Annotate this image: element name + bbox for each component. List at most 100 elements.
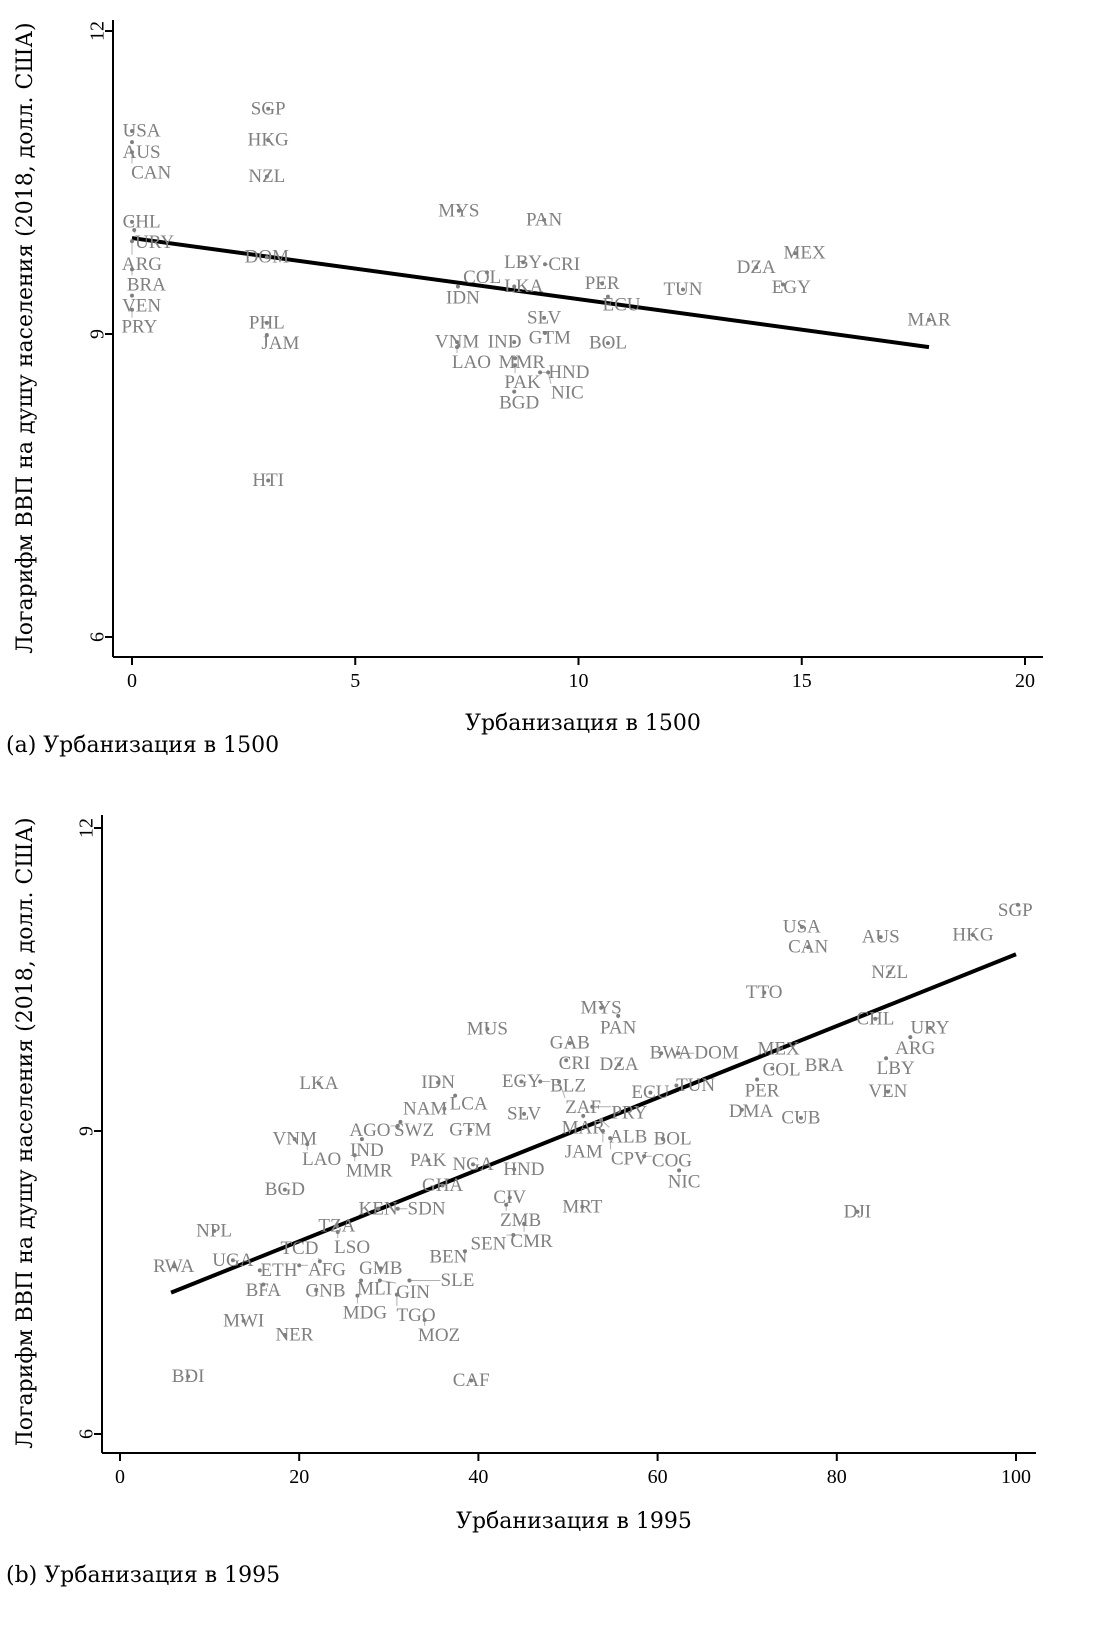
point-label-MLI: MLI	[357, 1278, 392, 1299]
point-label-LAO: LAO	[302, 1149, 341, 1170]
point-label-CHL: CHL	[856, 1008, 894, 1029]
point-marker	[130, 150, 134, 155]
point-label-SDN: SDN	[408, 1198, 446, 1219]
point-label-AUS: AUS	[123, 142, 161, 163]
point-marker	[970, 933, 975, 938]
point-label-BGD: BGD	[499, 393, 539, 414]
x-tick-label: 5	[350, 670, 360, 692]
point-label-JAM: JAM	[565, 1141, 603, 1162]
point-label-TZA: TZA	[318, 1215, 355, 1236]
point-label-ARG: ARG	[122, 254, 162, 275]
point-label-CAN: CAN	[788, 937, 828, 958]
y-axis-label: Логарифм ВВП на душу населения (2018, до…	[13, 817, 38, 1448]
x-tick-label: 40	[468, 1466, 488, 1488]
point-marker	[793, 251, 798, 256]
point-marker	[887, 970, 892, 975]
point-label-IDN: IDN	[421, 1072, 455, 1093]
point-label-GNB: GNB	[305, 1281, 345, 1302]
point-marker	[600, 281, 605, 286]
point-label-NZL: NZL	[248, 166, 285, 187]
point-marker	[567, 1041, 572, 1046]
point-label-CHL: CHL	[123, 211, 161, 232]
point-marker	[885, 1089, 890, 1094]
point-marker	[542, 217, 547, 222]
point-marker	[522, 1111, 527, 1116]
point-label-USA: USA	[783, 916, 821, 937]
point-label-URY: URY	[135, 232, 174, 253]
point-label-MMR: MMR	[346, 1160, 393, 1181]
point-label-CPV: CPV	[611, 1148, 648, 1169]
x-tick-label: 80	[827, 1466, 847, 1488]
point-marker	[519, 1079, 524, 1084]
point-label-NER: NER	[275, 1325, 313, 1346]
point-label-BRA: BRA	[805, 1055, 844, 1076]
point-marker	[316, 1081, 321, 1086]
point-label-SGP: SGP	[251, 98, 286, 119]
point-marker	[512, 1167, 517, 1172]
point-marker	[806, 945, 811, 950]
point-marker	[359, 1137, 364, 1142]
point-label-SLV: SLV	[507, 1103, 541, 1124]
point-label-VEN: VEN	[122, 296, 161, 317]
point-marker	[543, 330, 548, 335]
point-label-BFA: BFA	[246, 1280, 282, 1301]
point-marker	[462, 1249, 467, 1254]
point-label-TCD: TCD	[280, 1238, 318, 1259]
point-marker	[422, 1317, 427, 1322]
panel-b: 6 9 12 0 20 40 60 80 100 Урбанизация в 1995 Логари…	[6, 815, 1036, 1588]
point-label-SEN: SEN	[470, 1234, 506, 1255]
y-tick-label: 12	[76, 818, 98, 838]
point-label-GHA: GHA	[422, 1175, 463, 1196]
point-marker	[542, 315, 547, 320]
point-marker	[755, 1077, 760, 1082]
point-label-HKG: HKG	[248, 130, 289, 151]
point-label-CRI: CRI	[548, 254, 580, 275]
point-label-GMB: GMB	[359, 1258, 402, 1279]
point-marker	[352, 1153, 357, 1158]
point-marker	[507, 1195, 512, 1200]
point-marker	[455, 345, 460, 350]
point-label-DJI: DJI	[844, 1201, 871, 1222]
point-marker	[455, 340, 460, 345]
panel-caption: (b) Урбанизация в 1995	[6, 1563, 280, 1588]
point-marker	[564, 1058, 569, 1063]
point-label-HND: HND	[503, 1159, 544, 1180]
point-label-BDI: BDI	[172, 1366, 205, 1387]
point-marker	[590, 1104, 595, 1109]
point-marker	[266, 478, 271, 483]
point-label-MAR: MAR	[562, 1117, 606, 1138]
point-label-ZAF: ZAF	[565, 1097, 601, 1118]
point-label-DOM: DOM	[245, 247, 289, 268]
point-label-BEN: BEN	[429, 1247, 467, 1268]
point-label-PAK: PAK	[410, 1150, 447, 1171]
x-axis-label: Урбанизация в 1995	[456, 1509, 692, 1534]
point-label-GIN: GIN	[396, 1282, 430, 1303]
point-label-CUB: CUB	[781, 1107, 820, 1128]
point-marker	[538, 1079, 543, 1084]
leader-line	[558, 1081, 566, 1099]
point-label-MDG: MDG	[343, 1303, 388, 1324]
point-label-COL: COL	[463, 267, 501, 288]
point-label-CAF: CAF	[453, 1370, 490, 1391]
point-marker	[543, 262, 548, 267]
point-label-BWA: BWA	[650, 1043, 693, 1064]
point-label-PRY: PRY	[121, 317, 157, 338]
point-label-URY: URY	[910, 1017, 949, 1038]
point-marker	[799, 924, 804, 929]
point-marker	[677, 1168, 682, 1173]
point-marker	[484, 270, 489, 275]
point-label-GAB: GAB	[550, 1033, 590, 1054]
point-label-IND: IND	[488, 332, 522, 353]
point-marker	[608, 1136, 613, 1141]
point-marker	[264, 333, 269, 338]
point-marker	[680, 287, 685, 292]
point-label-LCA: LCA	[450, 1094, 488, 1115]
point-label-KEN: KEN	[359, 1198, 398, 1219]
point-marker	[485, 1026, 490, 1031]
point-marker	[557, 1079, 562, 1084]
point-marker	[878, 935, 883, 940]
point-label-IDN: IDN	[446, 288, 480, 309]
point-label-PRY: PRY	[611, 1102, 647, 1123]
point-label-CRI: CRI	[559, 1053, 591, 1074]
y-tick-label: 6	[87, 632, 109, 642]
